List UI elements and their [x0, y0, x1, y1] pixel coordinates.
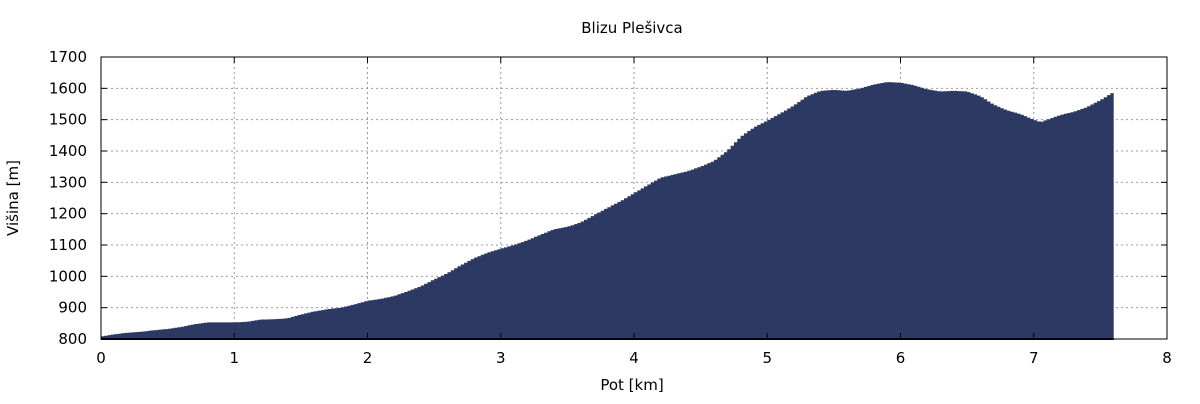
x-tick-label: 3	[496, 349, 506, 367]
x-tick-label: 0	[96, 349, 106, 367]
y-axis-label: Višina [m]	[4, 160, 22, 236]
x-tick-label: 5	[762, 349, 772, 367]
y-tick-label: 800	[58, 330, 87, 348]
ticks: 0 1 2 3 4 5 6 7 8 800 900 1000 1100 1200 1300 1400 1500 1…	[49, 48, 1172, 367]
y-tick-label: 1100	[49, 236, 87, 254]
x-tick-label: 4	[629, 349, 639, 367]
y-tick-label: 1300	[49, 173, 87, 191]
y-tick-label: 1200	[49, 205, 87, 223]
elevation-area	[101, 82, 1114, 339]
y-tick-label: 1000	[49, 267, 87, 285]
y-tick-label: 900	[58, 299, 87, 317]
x-tick-label: 1	[229, 349, 239, 367]
x-tick-label: 8	[1162, 349, 1172, 367]
y-tick-label: 1600	[49, 79, 87, 97]
y-tick-label: 1700	[49, 48, 87, 66]
x-tick-label: 2	[363, 349, 373, 367]
x-tick-label: 7	[1029, 349, 1039, 367]
x-axis-label: Pot [km]	[600, 376, 663, 394]
x-tick-label: 6	[896, 349, 906, 367]
chart-title: Blizu Plešivca	[581, 19, 683, 37]
y-tick-label: 1400	[49, 142, 87, 160]
y-tick-label: 1500	[49, 111, 87, 129]
